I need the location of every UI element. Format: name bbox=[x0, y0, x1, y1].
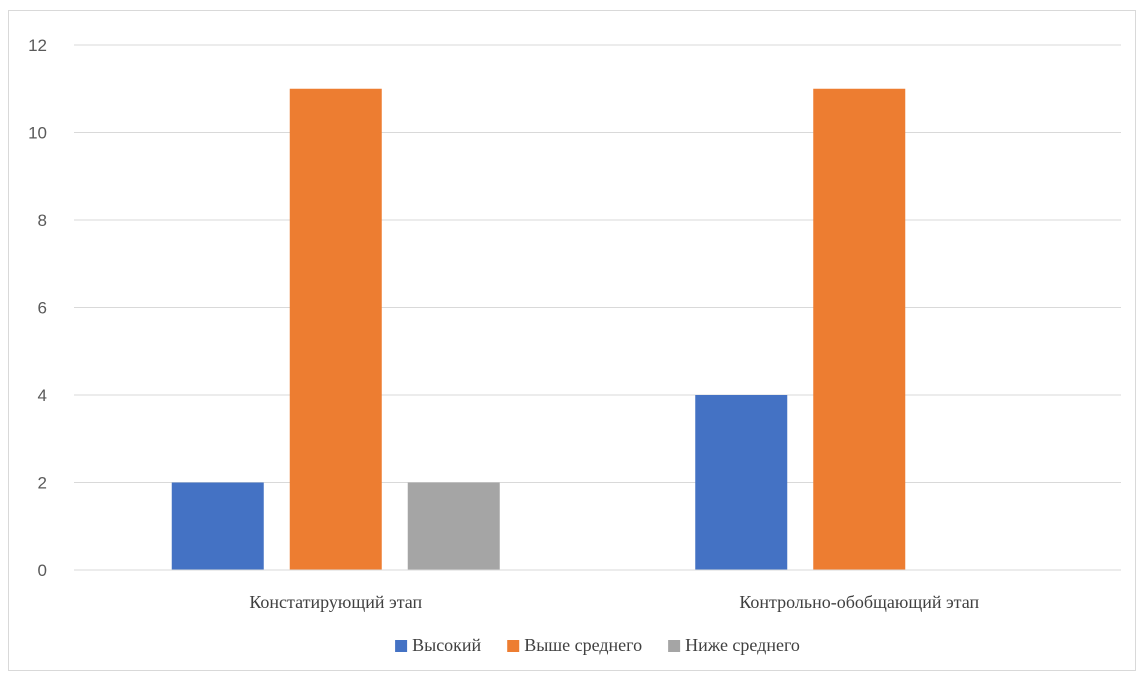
legend-swatch bbox=[668, 640, 681, 652]
y-tick-label: 6 bbox=[38, 299, 47, 318]
legend-item-высокий: Высокий bbox=[395, 635, 482, 655]
bar-высокий bbox=[171, 482, 264, 570]
x-axis: Констатирующий этап Контрольно-обобщающий… bbox=[74, 569, 1121, 612]
bar-выше-среднего bbox=[289, 88, 382, 570]
legend-label: Ниже среднего bbox=[685, 635, 800, 655]
legend: Высокий Выше среднего Ниже среднего bbox=[395, 635, 800, 655]
gridlines bbox=[74, 44, 1121, 483]
legend-item-выше-среднего: Выше среднего bbox=[507, 635, 642, 655]
legend-swatch bbox=[395, 640, 408, 652]
bars bbox=[171, 88, 906, 570]
bar-ниже-среднего bbox=[407, 482, 500, 570]
legend-swatch bbox=[507, 640, 520, 652]
legend-label: Высокий bbox=[412, 635, 481, 655]
y-tick-label: 12 bbox=[28, 36, 47, 55]
y-axis-tick-labels: 0 2 4 6 8 10 12 bbox=[28, 36, 47, 580]
y-tick-label: 10 bbox=[28, 124, 47, 143]
bar-высокий bbox=[695, 395, 788, 570]
y-tick-label: 2 bbox=[38, 474, 47, 493]
x-category-label: Контрольно-обобщающий этап bbox=[739, 592, 979, 612]
legend-item-ниже-среднего: Ниже среднего bbox=[668, 635, 800, 655]
y-tick-label: 0 bbox=[38, 561, 47, 580]
chart-area: 0 2 4 6 8 10 12 Констатирующий этап Контрольно-… bbox=[8, 10, 1136, 671]
y-tick-label: 4 bbox=[38, 386, 47, 405]
legend-label: Выше среднего bbox=[524, 635, 642, 655]
y-tick-label: 8 bbox=[38, 211, 47, 230]
x-category-label: Констатирующий этап bbox=[249, 592, 422, 612]
bar-выше-среднего bbox=[813, 88, 906, 570]
bar-chart: 0 2 4 6 8 10 12 Констатирующий этап Контрольно-… bbox=[28, 36, 1121, 655]
